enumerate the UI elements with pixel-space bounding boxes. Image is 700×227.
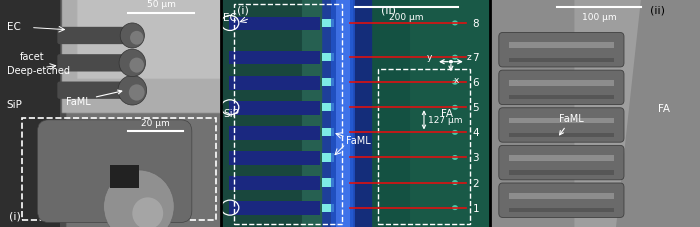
Text: x: x [454,76,459,85]
Circle shape [132,197,163,227]
Bar [509,118,614,124]
Bar [229,201,320,215]
Bar [509,155,614,161]
Circle shape [120,24,144,49]
Text: FA: FA [658,104,670,114]
Text: 3: 3 [473,153,479,163]
Bar [509,133,614,137]
Text: 100 μm: 100 μm [582,12,617,21]
Text: EC: EC [223,13,237,23]
Bar [229,17,320,31]
Bar [229,52,320,65]
Bar [509,171,614,175]
Text: y: y [427,53,432,62]
Bar [229,176,320,190]
Text: 2: 2 [473,178,479,188]
Bar [229,126,320,140]
Circle shape [452,155,458,160]
Circle shape [130,32,143,45]
Circle shape [452,130,458,135]
Text: 127 μm: 127 μm [428,116,463,125]
FancyBboxPatch shape [499,33,624,68]
Circle shape [452,55,458,60]
Circle shape [119,50,146,77]
Text: EC: EC [6,22,20,32]
Text: FaML: FaML [66,91,122,106]
Text: 4: 4 [473,128,479,138]
Bar [509,81,614,86]
Text: (ii): (ii) [650,6,664,16]
Text: Deep-etched: Deep-etched [6,65,69,75]
Bar [321,179,334,187]
Circle shape [130,58,144,73]
Bar [509,43,614,49]
Circle shape [129,85,145,101]
Bar [229,151,320,165]
Bar [509,193,614,199]
FancyBboxPatch shape [499,146,624,180]
Circle shape [452,80,458,85]
Text: 200 μm: 200 μm [389,12,424,21]
Text: SiP: SiP [6,99,22,109]
Bar [321,204,334,212]
Text: FA: FA [442,109,454,118]
FancyBboxPatch shape [38,120,192,222]
Text: FaML: FaML [346,136,370,146]
Text: 50 μm: 50 μm [146,0,176,9]
Text: 7: 7 [473,53,479,63]
Bar [229,101,320,115]
Bar [321,54,334,62]
Bar [337,0,350,227]
Bar [378,69,470,224]
Bar [321,79,334,87]
FancyBboxPatch shape [499,108,624,143]
Bar [331,0,355,227]
Text: 1: 1 [473,203,479,213]
Bar [321,154,334,162]
Text: SiP: SiP [223,109,239,118]
Bar [321,104,334,112]
Text: 20 μm: 20 μm [141,118,170,127]
Bar [0,0,60,227]
Bar [509,96,614,100]
Bar [321,20,334,28]
Polygon shape [616,0,700,227]
Text: 6: 6 [473,78,479,88]
FancyBboxPatch shape [57,82,128,99]
Circle shape [452,105,458,110]
FancyBboxPatch shape [57,28,128,45]
Text: (i): (i) [237,6,248,16]
Bar [22,118,216,220]
FancyBboxPatch shape [57,55,128,72]
Text: facet: facet [20,52,45,62]
Bar [111,166,139,188]
Bar [229,76,320,90]
Bar [509,208,614,212]
Bar [234,5,342,224]
Text: (ii): (ii) [381,6,396,16]
Bar [509,58,614,62]
Text: FaML: FaML [559,114,584,135]
Text: 5: 5 [473,103,479,113]
Circle shape [118,76,146,106]
FancyBboxPatch shape [499,183,624,217]
Text: z: z [467,53,472,62]
Text: (i): (i) [9,210,21,220]
Bar [321,129,334,137]
Circle shape [449,61,453,64]
Circle shape [104,170,174,227]
Circle shape [452,180,458,185]
Text: 8: 8 [473,19,479,29]
FancyBboxPatch shape [499,71,624,105]
Circle shape [452,205,458,210]
Circle shape [452,21,458,26]
